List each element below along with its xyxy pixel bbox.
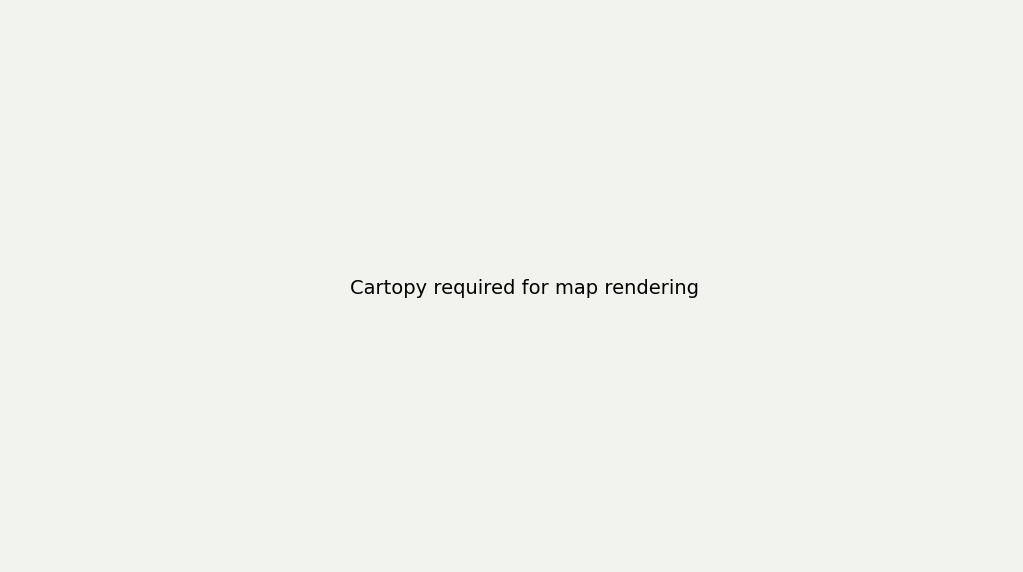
Text: Cartopy required for map rendering: Cartopy required for map rendering [350, 279, 699, 299]
